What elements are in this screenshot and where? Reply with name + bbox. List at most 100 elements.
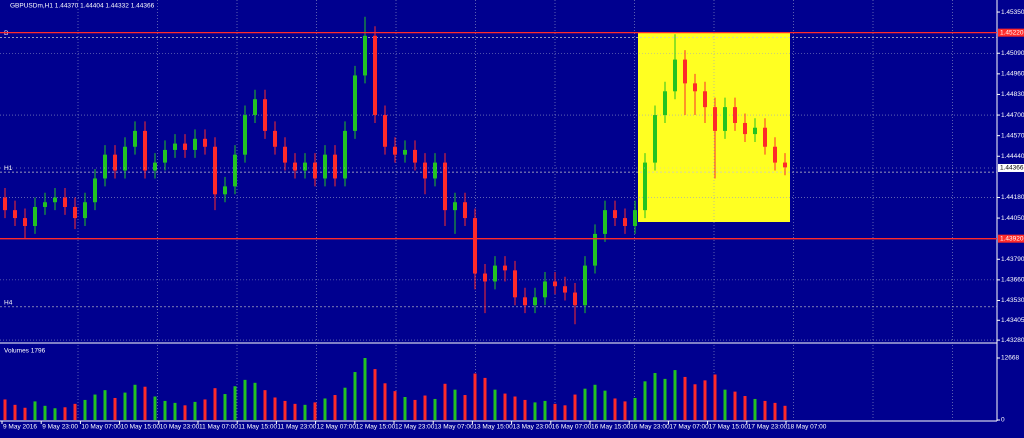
candle-body (613, 210, 617, 219)
x-tick-label: 10 May 07:00 (81, 424, 121, 431)
volume-bar (63, 407, 67, 420)
volume-bar (663, 378, 667, 420)
volume-bar (683, 376, 687, 420)
volume-bar (113, 397, 117, 420)
volume-bar (73, 403, 77, 420)
volume-bar (723, 389, 727, 420)
candle-body (393, 146, 397, 155)
y-tick-label: 1.44960 (1001, 71, 1024, 78)
volume-bar (283, 400, 287, 420)
volume-bar (243, 379, 247, 420)
volume-bar (473, 373, 477, 420)
candle-body (663, 91, 667, 116)
current-price-box (998, 163, 1024, 172)
volume-bar (633, 397, 637, 420)
volume-bar (423, 395, 427, 420)
volume-bar (353, 372, 357, 420)
volume-bar (23, 407, 27, 420)
volume-bar (173, 402, 177, 420)
candle-body (443, 162, 447, 211)
volume-bar (273, 397, 277, 420)
candle-body (203, 138, 207, 147)
x-tick-label: 11 May 07:00 (199, 424, 238, 431)
candle-body (333, 154, 337, 179)
y-tick-label: 1.43660 (1001, 277, 1024, 284)
candle-body (463, 202, 467, 219)
candle-body (3, 197, 7, 211)
candle-body (553, 281, 557, 287)
volume-bar (223, 394, 227, 420)
y-tick-label: 1.44440 (1001, 153, 1024, 160)
x-tick-label: 10 May 15:00 (121, 424, 161, 431)
volume-bar (463, 395, 467, 420)
candle-body (473, 218, 477, 274)
x-tick-label: 18 May 07:00 (787, 424, 827, 431)
volume-bar (743, 396, 747, 420)
x-tick-label: 17 May 23:00 (748, 424, 788, 431)
volume-bar (143, 386, 147, 420)
x-tick-label: 12 May 23:00 (395, 424, 435, 431)
volume-bar (83, 399, 87, 420)
price-box-label: 1.45220 (1000, 29, 1024, 36)
y-tick-label: 1.43530 (1001, 297, 1024, 304)
candle-body (413, 149, 417, 163)
volume-bar (773, 402, 777, 420)
candle-body (123, 146, 127, 171)
volume-bar (33, 401, 37, 420)
price-box (998, 28, 1024, 37)
candle-body (363, 35, 367, 76)
x-tick-label: 17 May 07:00 (669, 424, 709, 431)
volume-bar (333, 395, 337, 420)
candle-body (93, 178, 97, 203)
volume-bar (213, 388, 217, 420)
candle-body (133, 130, 137, 147)
volume-bar (373, 369, 377, 420)
volume-bar (563, 405, 567, 420)
x-tick-label: 10 May 23:00 (160, 424, 200, 431)
volume-bar (493, 389, 497, 420)
y-tick-label: 1.43790 (1001, 256, 1024, 263)
candle-body (373, 35, 377, 116)
x-tick-label: 16 May 15:00 (591, 424, 631, 431)
volume-bar (253, 382, 257, 420)
volume-bar (413, 399, 417, 420)
x-tick-label: 9 May 23:00 (42, 424, 78, 431)
volume-bar (133, 384, 137, 420)
volume-bar (513, 396, 517, 420)
candle-body (523, 297, 527, 306)
volume-bar (573, 394, 577, 420)
volume-bar (503, 393, 507, 420)
level-label: H4 (4, 300, 13, 307)
x-tick-label: 13 May 15:00 (473, 424, 513, 431)
y-tick-label: 1.44830 (1001, 91, 1024, 98)
volume-bar (13, 404, 17, 420)
x-tick-label: 13 May 07:00 (434, 424, 474, 431)
volume-bar (233, 386, 237, 420)
candle-body (293, 162, 297, 171)
candle-body (743, 122, 747, 135)
candle-body (623, 218, 627, 226)
candle-body (383, 115, 387, 147)
candle-body (233, 154, 237, 187)
candle-body (63, 197, 67, 207)
candle-body (243, 115, 247, 155)
volume-bar (713, 374, 717, 420)
volume-bar (733, 391, 737, 420)
volume-bar (653, 373, 657, 420)
x-tick-label: 16 May 07:00 (552, 424, 592, 431)
price-box-label: 1.43920 (1000, 235, 1024, 242)
candle-body (213, 146, 217, 195)
candle-body (53, 197, 57, 203)
candle-body (573, 292, 577, 306)
volume-bar (263, 390, 267, 420)
candle-body (543, 281, 547, 298)
candle-body (773, 146, 777, 163)
candle-body (653, 115, 657, 163)
candle-body (113, 154, 117, 171)
candle-body (403, 149, 407, 155)
level-label: B (4, 30, 8, 37)
candle-body (643, 162, 647, 211)
candle-body (13, 210, 17, 219)
